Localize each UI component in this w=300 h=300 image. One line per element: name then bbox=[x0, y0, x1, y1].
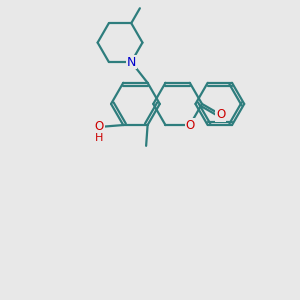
Text: N: N bbox=[127, 56, 136, 68]
Text: H: H bbox=[95, 133, 104, 143]
Text: O: O bbox=[216, 108, 225, 121]
Text: O: O bbox=[185, 118, 194, 131]
Text: O: O bbox=[95, 120, 104, 133]
